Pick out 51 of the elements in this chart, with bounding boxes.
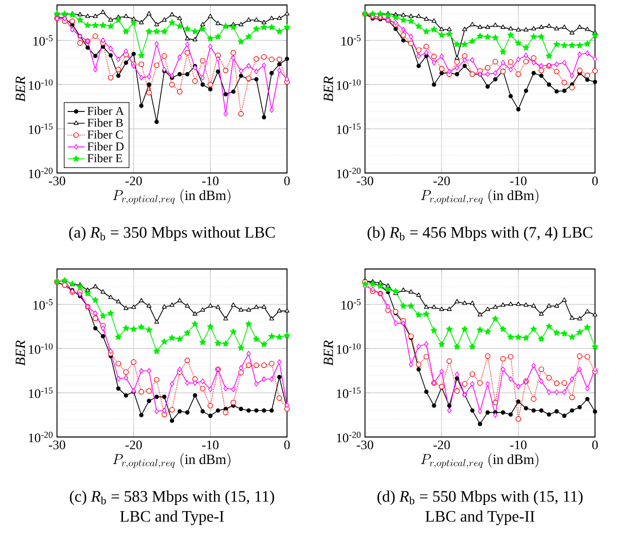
- y-tick-label: 10$^{-5}$: [342, 35, 361, 46]
- y-axis-title: BER: [16, 340, 25, 366]
- x-tick-label: -10: [510, 176, 527, 186]
- y-tick-label: 10$^{-20}$: [28, 432, 53, 442]
- x-tick-label: 0: [592, 440, 598, 450]
- x-tick-label: -10: [202, 176, 219, 186]
- x-axis-title: $P_{r,optical,req}\ \mathrm{(in\ dBm)}$: [420, 189, 538, 204]
- y-tick-label: 10$^{-20}$: [336, 432, 361, 442]
- y-tick-label: 10$^{-5}$: [34, 35, 53, 46]
- x-tick-label: -30: [48, 440, 66, 450]
- x-axis-title: $P_{r,optical,req}\ \mathrm{(in\ dBm)}$: [112, 189, 230, 204]
- text: (d) R$_{b}$ = 550 Mbps with (15, 11): [377, 490, 583, 506]
- legend-label: Fiber D: [87, 142, 124, 150]
- text: (a) R$_{b}$ = 350 Mbps without LBC: [69, 226, 275, 242]
- y-tick-label: 10$^{-15}$: [336, 124, 361, 134]
- text: LBC and Type-II: [425, 510, 534, 526]
- y-tick-label: 10$^{-15}$: [336, 388, 361, 398]
- text: (c) R$_{b}$ = 583 Mbps with (15, 11): [70, 490, 274, 506]
- y-tick-label: 10$^{-5}$: [34, 299, 53, 310]
- x-tick-label: -30: [356, 176, 374, 186]
- legend-label: Fiber E: [87, 154, 122, 162]
- x-tick-label: -30: [356, 440, 374, 450]
- legend-label: Fiber B: [87, 118, 123, 127]
- y-tick-label: 10$^{-15}$: [28, 124, 53, 134]
- x-tick-label: -20: [125, 440, 142, 450]
- x-axis-title: $P_{r,optical,req}\ \mathrm{(in\ dBm)}$: [420, 453, 538, 468]
- x-axis-title: $P_{r,optical,req}\ \mathrm{(in\ dBm)}$: [112, 453, 230, 468]
- y-tick-label: 10$^{-10}$: [336, 79, 361, 90]
- y-tick-label: 10$^{-10}$: [28, 343, 53, 354]
- y-tick-label: 10$^{-20}$: [336, 168, 361, 178]
- y-axis-title: BER: [324, 76, 333, 102]
- text: LBC and Type-I: [120, 510, 224, 526]
- y-axis-title: BER: [324, 340, 333, 366]
- x-tick-label: -20: [433, 176, 450, 186]
- y-axis-title: BER: [16, 76, 25, 102]
- x-tick-label: -10: [202, 440, 219, 450]
- x-tick-label: -10: [510, 440, 527, 450]
- y-tick-label: 10$^{-20}$: [28, 168, 53, 178]
- x-tick-label: 0: [592, 176, 598, 186]
- y-tick-label: 10$^{-15}$: [28, 388, 53, 398]
- x-tick-label: 0: [284, 176, 290, 186]
- legend-label: Fiber C: [87, 130, 123, 139]
- y-tick-label: 10$^{-10}$: [336, 343, 361, 354]
- legend-label: Fiber A: [87, 106, 124, 115]
- text: (b) R$_{b}$ = 456 Mbps with (7, 4) LBC: [368, 226, 592, 242]
- y-tick-label: 10$^{-5}$: [342, 299, 361, 310]
- x-tick-label: -20: [125, 176, 142, 186]
- y-tick-label: 10$^{-10}$: [28, 79, 53, 90]
- x-tick-label: -30: [48, 176, 66, 186]
- x-tick-label: 0: [284, 440, 290, 450]
- x-tick-label: -20: [433, 440, 450, 450]
